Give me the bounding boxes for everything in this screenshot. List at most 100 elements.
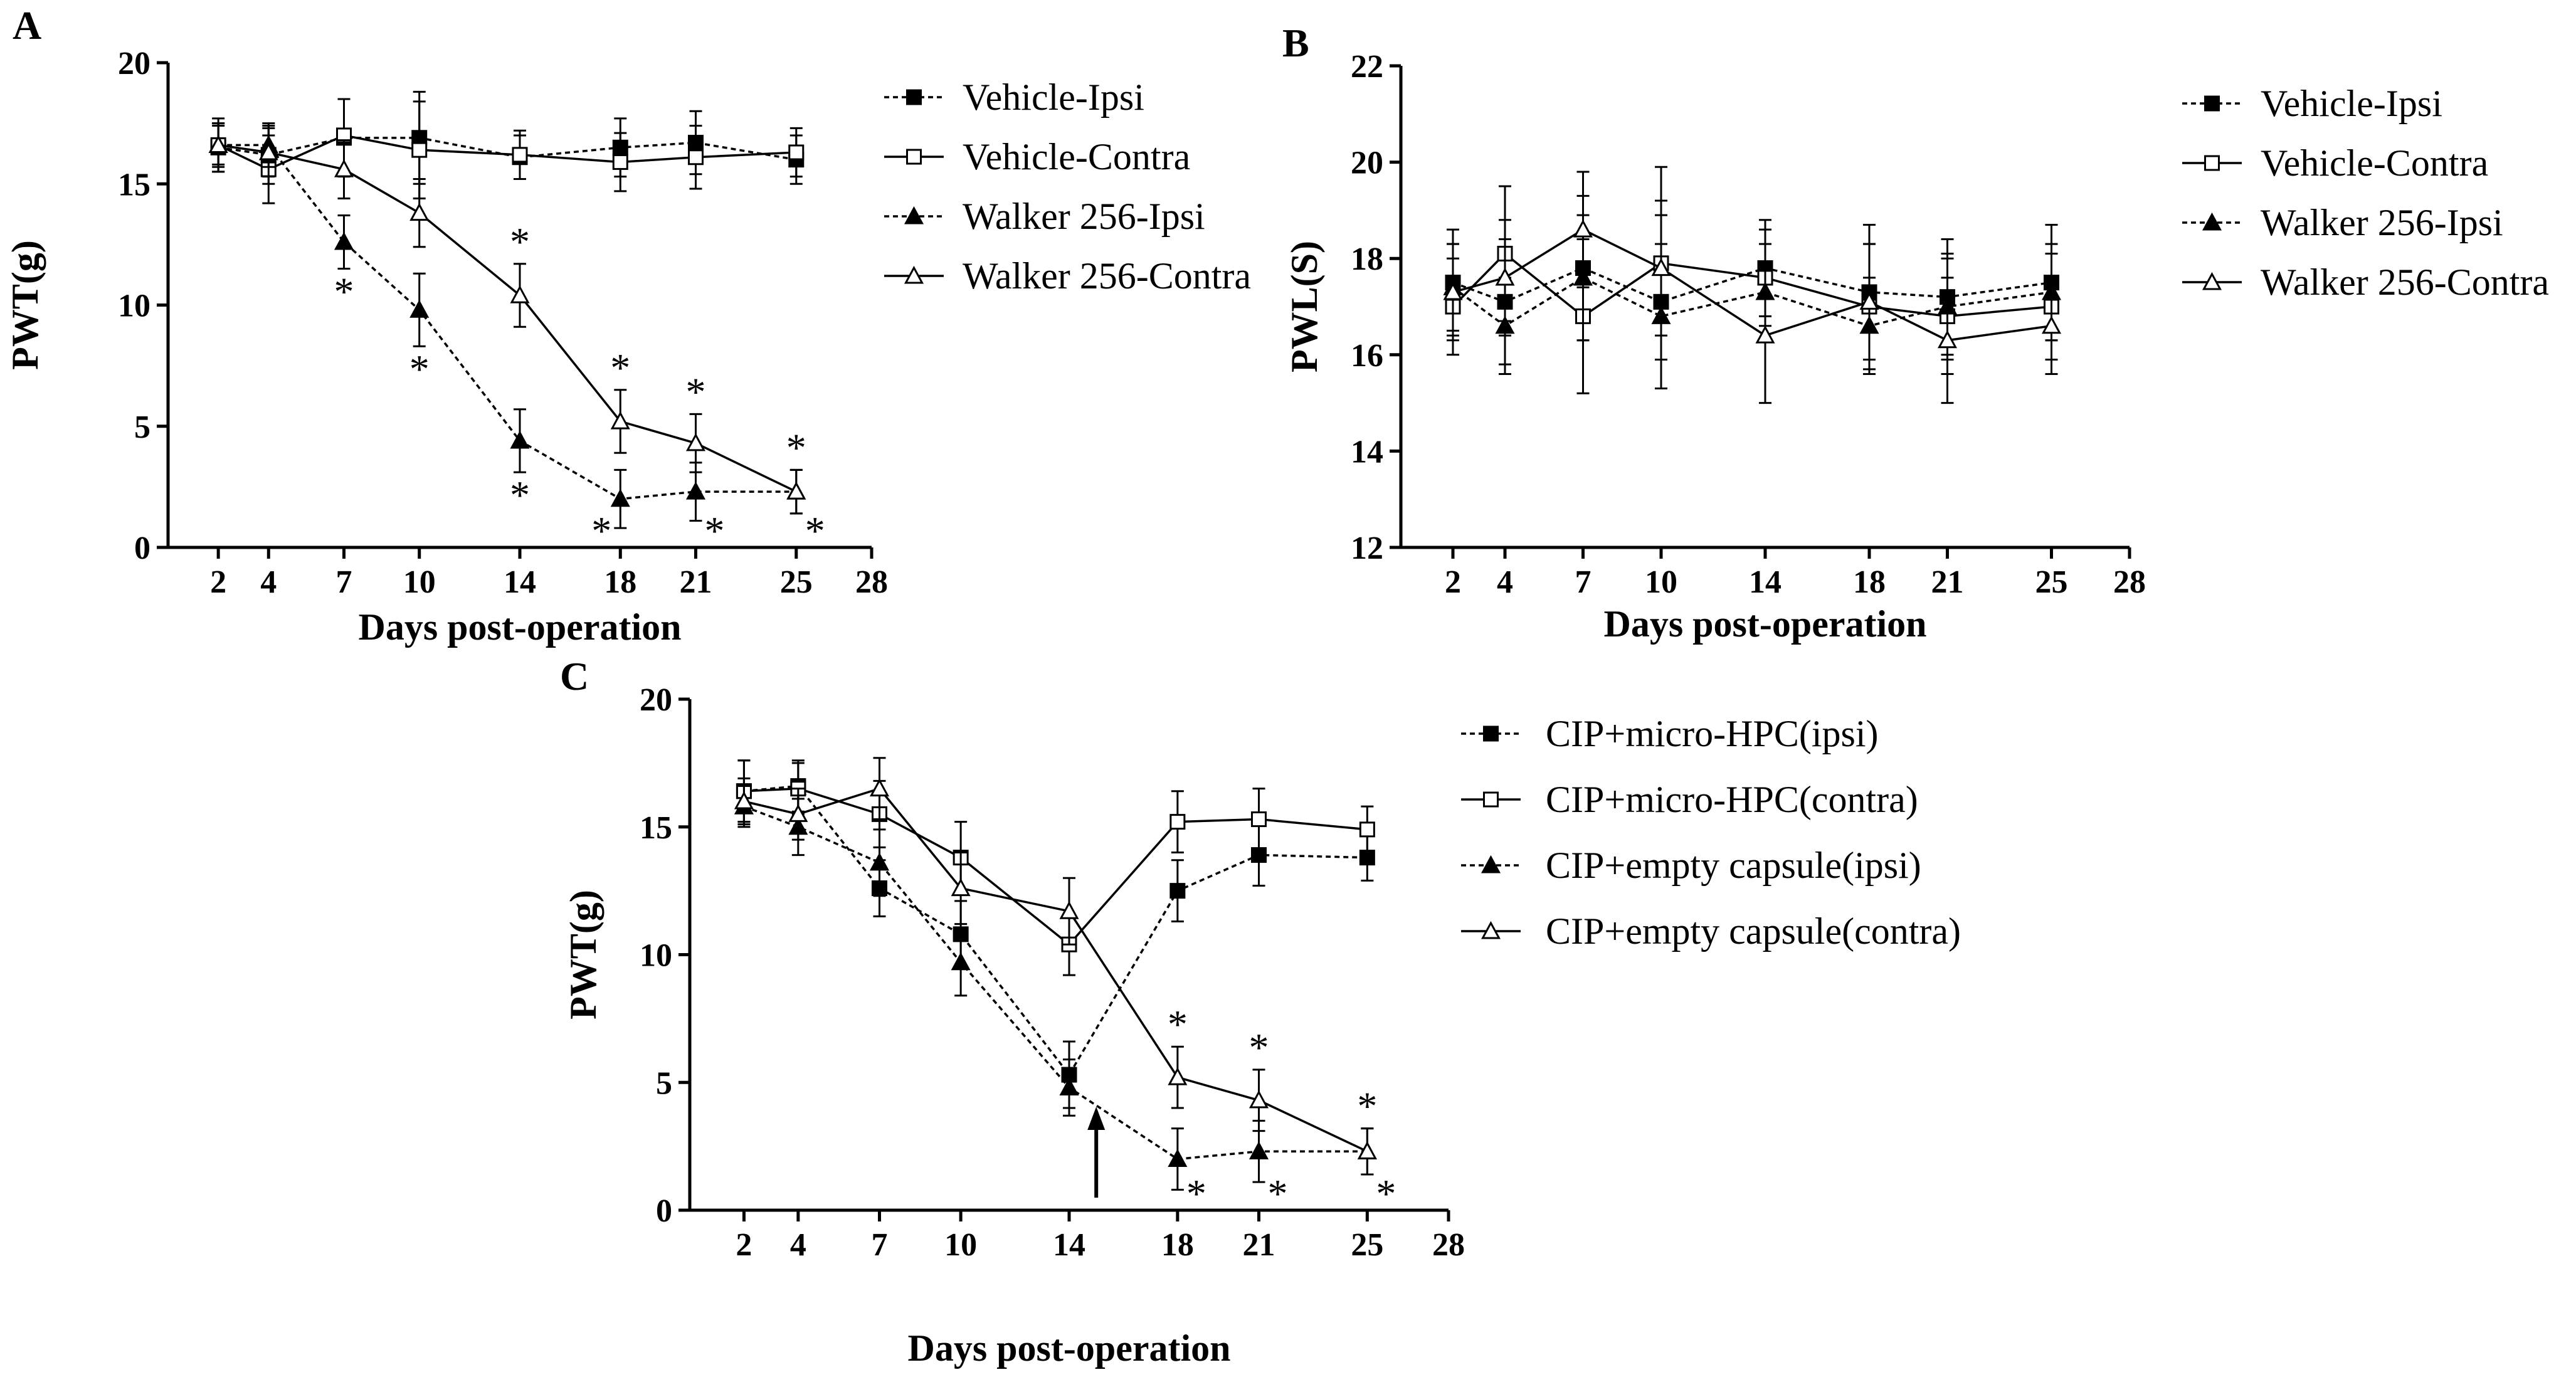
x-axis-title: Days post-operation <box>358 606 681 648</box>
significance-asterisk: * <box>510 473 530 517</box>
series-line <box>744 787 1368 1153</box>
data-point <box>1169 883 1186 899</box>
legend-marker <box>2202 272 2222 290</box>
legend-marker <box>1483 791 1499 808</box>
legend-label: CIP+micro-HPC(ipsi) <box>1546 713 1879 754</box>
series-vehicle-contra <box>210 98 805 204</box>
data-point <box>786 481 806 500</box>
y-tick-label: 0 <box>134 530 150 566</box>
data-point <box>685 433 706 451</box>
significance-asterisk: * <box>1357 1084 1377 1129</box>
legend-label: CIP+empty capsule(ipsi) <box>1546 845 1921 886</box>
data-point <box>788 144 805 161</box>
legend-label: Vehicle-Contra <box>963 136 1190 177</box>
series-walker-256-contra: * * * * <box>208 122 806 515</box>
significance-asterisk: * <box>610 346 630 390</box>
data-point <box>258 142 278 161</box>
significance-asterisk: * <box>1168 1002 1188 1047</box>
series-line <box>1452 228 2052 342</box>
legend-label: CIP+empty capsule(contra) <box>1546 910 1961 952</box>
y-tick-label: 15 <box>640 810 672 846</box>
y-axis-title: PWT(g) <box>562 890 604 1020</box>
y-tick-label: 5 <box>656 1065 672 1101</box>
legend-marker <box>906 89 922 105</box>
x-tick-label: 18 <box>1161 1227 1194 1263</box>
y-tick-label: 22 <box>1351 49 1383 85</box>
x-tick-label: 14 <box>504 564 536 600</box>
significance-asterisk: * <box>805 509 825 553</box>
legend-marker <box>2204 155 2220 171</box>
data-point <box>1248 1090 1269 1109</box>
x-tick-label: 28 <box>855 564 888 600</box>
x-axis-title: Days post-operation <box>1603 603 1926 645</box>
y-axis-title: PWL(S) <box>1284 241 1325 372</box>
significance-asterisk: * <box>1268 1171 1288 1216</box>
data-point <box>788 804 808 822</box>
data-point <box>869 778 890 797</box>
series-line <box>743 805 1368 1161</box>
series-line <box>744 787 1368 946</box>
panel-a-chart: 0 5 10 15 20 2 4 7 10 14 18 21 25 28 Days post-operati… <box>4 46 1251 648</box>
panel-letter-b: B <box>1282 21 1309 65</box>
y-tick-label: 20 <box>640 682 672 718</box>
data-point <box>1251 811 1267 828</box>
y-tick-label: 16 <box>1351 338 1383 374</box>
series-line <box>218 137 797 161</box>
data-point <box>688 149 704 166</box>
data-point <box>1248 1141 1269 1159</box>
y-tick-label: 10 <box>118 288 150 324</box>
legend-marker <box>1481 855 1501 873</box>
x-tick-label: 2 <box>1445 564 1461 600</box>
x-tick-label: 25 <box>2035 564 2068 600</box>
x-tick-label: 28 <box>2113 564 2146 600</box>
data-point <box>734 791 754 810</box>
panel-letter-a: A <box>13 3 41 48</box>
data-point <box>610 488 630 507</box>
legend-marker <box>904 206 924 224</box>
legend-label: Vehicle-Contra <box>2261 142 2488 184</box>
legend-marker <box>1483 725 1499 742</box>
series-line <box>1452 276 2052 327</box>
significance-asterisk: * <box>705 509 725 553</box>
panel-letter-c: C <box>560 654 589 699</box>
legend-label: Vehicle-Ipsi <box>963 76 1144 118</box>
y-tick-label: 12 <box>1351 530 1383 566</box>
data-point <box>1359 821 1375 838</box>
x-tick-label: 25 <box>780 564 813 600</box>
data-point <box>1168 1067 1188 1085</box>
data-point <box>1357 1141 1377 1159</box>
data-point <box>1937 330 1958 349</box>
x-tick-label: 18 <box>604 564 636 600</box>
data-point <box>869 852 890 871</box>
x-tick-label: 4 <box>1497 564 1513 600</box>
series-line <box>218 144 796 500</box>
series-line <box>218 134 796 171</box>
data-point <box>1059 901 1079 919</box>
significance-asterisk: * <box>510 219 530 264</box>
y-axis-title: PWT(g) <box>4 240 46 370</box>
data-point <box>510 430 530 449</box>
legend-marker <box>1481 920 1501 939</box>
legend-marker <box>2202 212 2222 231</box>
x-tick-label: 10 <box>944 1227 977 1263</box>
y-tick-label: 0 <box>656 1193 672 1229</box>
significance-asterisk: * <box>334 270 354 314</box>
legend-marker <box>904 265 924 284</box>
data-point <box>208 135 228 153</box>
legend-label: Vehicle-Ipsi <box>2261 83 2442 124</box>
series-line <box>218 144 797 493</box>
y-tick-label: 20 <box>118 46 150 82</box>
x-tick-label: 2 <box>736 1227 752 1263</box>
data-point <box>512 147 528 163</box>
data-point <box>612 154 628 170</box>
y-tick-label: 5 <box>134 409 150 445</box>
data-point <box>610 411 630 430</box>
legend-label: Walker 256-Contra <box>2261 261 2549 303</box>
legend-label: Walker 256-Contra <box>963 255 1251 297</box>
data-point <box>409 300 430 318</box>
data-point <box>334 231 354 250</box>
legend-label: Walker 256-Ipsi <box>2261 202 2503 243</box>
series-cip-micro-hpc-contra- <box>736 759 1375 976</box>
